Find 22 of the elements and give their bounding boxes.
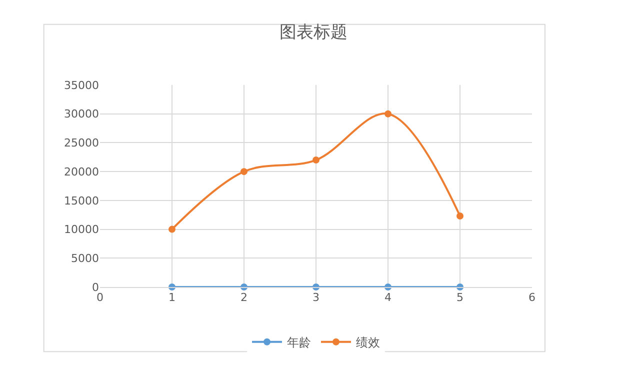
chart-title: 图表标题 bbox=[280, 22, 348, 43]
y-tick-label: 20000 bbox=[64, 165, 99, 178]
point bbox=[384, 110, 392, 118]
x-tick-label: 6 bbox=[528, 291, 536, 304]
y-tick-label: 0 bbox=[92, 280, 99, 294]
y-tick-label: 30000 bbox=[64, 108, 99, 121]
y-tick-label: 5000 bbox=[71, 252, 99, 265]
x-tick-label: 2 bbox=[240, 291, 248, 304]
y-tick-label: 35000 bbox=[64, 78, 99, 92]
y-tick-label: 25000 bbox=[64, 136, 99, 150]
y-tick-label: 10000 bbox=[64, 223, 99, 236]
x-tick-label: 3 bbox=[312, 291, 320, 304]
point bbox=[456, 212, 464, 220]
y-tick-label: 15000 bbox=[64, 194, 99, 208]
x-tick-label: 5 bbox=[456, 291, 464, 304]
point bbox=[312, 156, 320, 164]
point bbox=[240, 168, 248, 176]
legend-label: 年龄 bbox=[287, 336, 311, 350]
x-tick-label: 1 bbox=[168, 291, 176, 304]
x-tick-label: 4 bbox=[384, 291, 392, 304]
point bbox=[168, 226, 176, 233]
legend-label: 绩效 bbox=[356, 336, 380, 350]
